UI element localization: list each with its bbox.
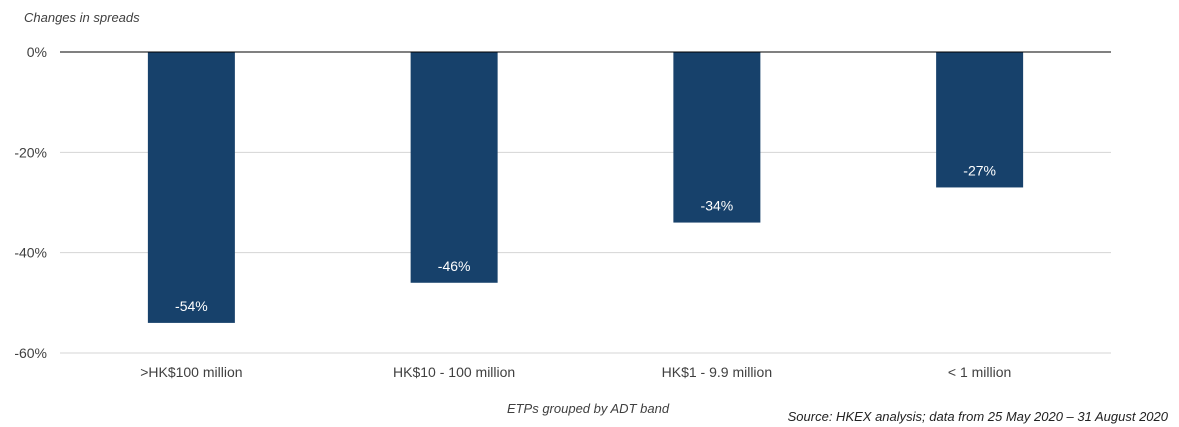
- y-tick-label: 0%: [27, 44, 47, 60]
- x-category-label: >HK$100 million: [140, 364, 242, 380]
- x-category-label: < 1 million: [948, 364, 1011, 380]
- y-tick-label: -60%: [14, 345, 47, 361]
- bar-data-label: -46%: [438, 258, 471, 274]
- source-note: Source: HKEX analysis; data from 25 May …: [788, 409, 1169, 424]
- bar: [673, 52, 761, 223]
- bar-data-label: -27%: [963, 162, 996, 178]
- y-tick-label: -20%: [14, 144, 47, 160]
- bar: [147, 52, 235, 323]
- y-axis-title: Changes in spreads: [24, 10, 140, 25]
- bar-data-label: -34%: [701, 198, 734, 214]
- x-category-label: HK$10 - 100 million: [393, 364, 515, 380]
- gridlines: [60, 151, 1111, 354]
- bar: [936, 52, 1024, 188]
- x-axis-categories: >HK$100 million HK$10 - 100 million HK$1 -…: [140, 364, 1011, 380]
- y-axis-ticks: 0% -20% -40% -60%: [14, 44, 47, 361]
- bars: -54% -46% -34% -27%: [147, 52, 1024, 323]
- x-category-label: HK$1 - 9.9 million: [662, 364, 773, 380]
- x-axis-title: ETPs grouped by ADT band: [507, 401, 670, 416]
- y-tick-label: -40%: [14, 245, 47, 261]
- bar-data-label: -54%: [175, 298, 208, 314]
- bar: [410, 52, 498, 283]
